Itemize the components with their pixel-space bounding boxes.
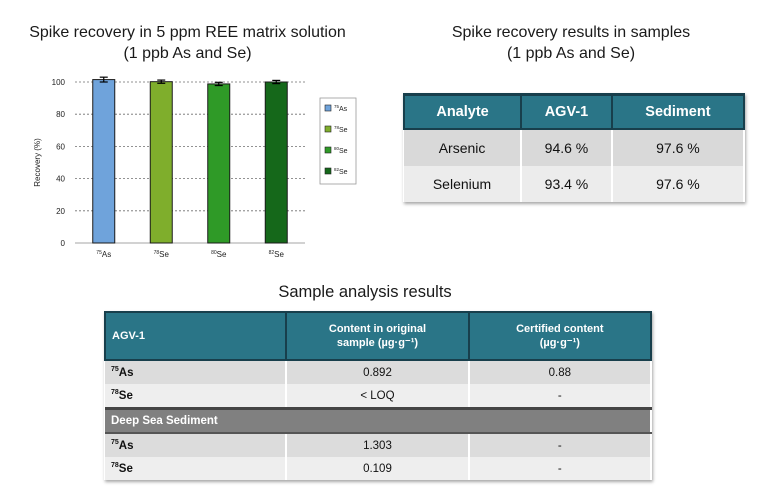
y-tick-label: 40: [56, 175, 65, 184]
table-row: 78Se 0.109 -: [105, 457, 653, 480]
header-certified-line-1: Certified content: [516, 323, 604, 335]
isotope-element: As: [118, 439, 134, 452]
spike-header-row: Analyte AGV-1 Sediment: [402, 93, 746, 130]
cell-analyte: Arsenic: [404, 129, 523, 166]
y-tick-label: 20: [56, 207, 65, 216]
cell-certified: -: [468, 457, 653, 480]
header-sediment: Sediment: [610, 93, 746, 130]
y-tick-label: 60: [56, 142, 65, 151]
cell-certified: 0.88: [468, 360, 653, 384]
header-certified-line-2: (µg·g⁻¹): [539, 337, 580, 349]
recovery-bar-chart: 0 20 40 60 80 100 Recovery (%) 75As 78Se 80Se 82Se…: [33, 76, 357, 259]
table-row: Selenium 93.4 % 97.6 %: [404, 166, 746, 202]
cell-certified: -: [468, 433, 653, 457]
legend-label: 75As: [334, 104, 348, 113]
bar: [264, 81, 288, 244]
isotope-mass: 78: [111, 461, 119, 469]
cell-certified: -: [468, 384, 653, 409]
x-tick-label: 82Se: [269, 250, 285, 259]
isotope-element: Se: [118, 389, 133, 402]
bar: [207, 83, 231, 244]
isotope-element: As: [118, 366, 134, 379]
legend-label: 82Se: [334, 167, 348, 176]
header-certified: Certified content (µg·g⁻¹): [467, 311, 653, 361]
cell-analyte: Selenium: [404, 166, 523, 202]
isotope-mass: 75: [111, 365, 119, 373]
cell-sediment: 97.6 %: [611, 166, 746, 202]
cell-sediment: 97.6 %: [611, 129, 746, 166]
cell-agv1: 94.6 %: [521, 129, 613, 166]
legend-swatch: [324, 167, 332, 175]
isotope-mass: 75: [111, 438, 119, 446]
table-row: 78Se < LOQ -: [105, 384, 653, 409]
table-row: Arsenic 94.6 % 97.6 %: [404, 129, 746, 166]
cell-content: < LOQ: [286, 384, 470, 409]
isotope-label: 75As: [105, 360, 288, 384]
header-content-line-1: Content in original: [328, 323, 427, 335]
legend-label: 80Se: [334, 146, 348, 155]
y-tick-label: 80: [56, 110, 65, 119]
chart-title-line-1: Spike recovery in 5 ppm REE matrix solut…: [29, 24, 346, 41]
sample-table-title: Sample analysis results: [278, 283, 452, 301]
y-axis-label: Recovery (%): [33, 138, 42, 187]
table-row: 75As 0.892 0.88: [105, 360, 653, 384]
chart-title: Spike recovery in 5 ppm REE matrix solut…: [0, 22, 375, 64]
isotope-label: 75As: [105, 433, 288, 457]
header-content-line-2: sample (µg·g⁻¹): [336, 337, 419, 349]
sample-analysis-table: AGV-1 Content in original sample (µg·g⁻¹…: [103, 311, 653, 480]
cell-content: 0.892: [286, 360, 470, 384]
isotope-element: Se: [118, 462, 133, 475]
y-tick-label: 0: [61, 239, 66, 248]
legend-label: 78Se: [334, 125, 348, 134]
sample-header-row: AGV-1 Content in original sample (µg·g⁻¹…: [103, 311, 653, 361]
bar: [92, 79, 116, 244]
y-tick-label: 100: [52, 78, 66, 87]
x-tick-label: 78Se: [154, 250, 170, 259]
isotope-label: 78Se: [105, 457, 288, 480]
header-content: Content in original sample (µg·g⁻¹): [285, 311, 470, 361]
x-tick-label: 80Se: [211, 250, 227, 259]
cell-content: 1.303: [286, 433, 470, 457]
legend-swatch: [324, 125, 332, 133]
table-row: 75As 1.303 -: [105, 433, 653, 457]
cell-content: 0.109: [286, 457, 470, 480]
legend-swatch: [324, 104, 332, 112]
header-analyte: Analyte: [402, 93, 523, 130]
spike-title-line-2: (1 ppb As and Se): [506, 45, 636, 62]
group-label: Deep Sea Sediment: [105, 407, 652, 434]
group-row-deep-sea-sediment: Deep Sea Sediment: [105, 407, 652, 434]
chart-title-line-2: (1 ppb As and Se): [123, 45, 252, 62]
spike-recovery-table: Analyte AGV-1 Sediment Arsenic 94.6 % 97…: [402, 93, 746, 202]
x-tick-label: 75As: [96, 250, 111, 259]
legend-swatch: [324, 146, 332, 154]
cell-agv1: 93.4 %: [521, 166, 613, 202]
spike-title-line-1: Spike recovery results in samples: [451, 24, 691, 41]
bar: [149, 81, 173, 244]
header-agv1-group: AGV-1: [103, 311, 288, 361]
isotope-mass: 78: [111, 388, 119, 396]
header-agv1: AGV-1: [520, 93, 613, 130]
spike-table-title: Spike recovery results in samples (1 ppb…: [390, 22, 752, 64]
isotope-label: 78Se: [105, 384, 288, 409]
